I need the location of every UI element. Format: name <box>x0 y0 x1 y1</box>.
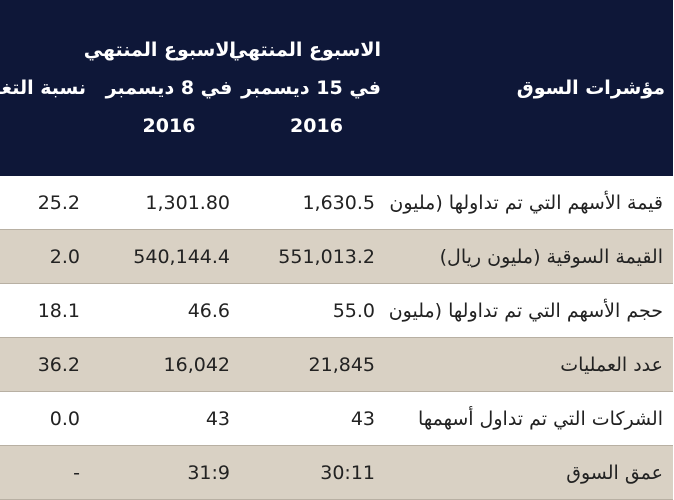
table-row: القيمة السوقية (مليون ريال) 551,013.2 540,… <box>0 229 674 284</box>
value-cell: 21,845 <box>245 337 390 392</box>
value-cell: 43 <box>95 391 245 446</box>
value-cell: 25.2 <box>0 176 95 230</box>
table-row: قيمة الأسهم التي تم تداولها (مليون ريال)… <box>0 176 674 230</box>
header-line: 2016 <box>291 115 344 137</box>
header-line: الاسبوع المنتهي <box>229 39 382 61</box>
value-cell: - <box>0 445 95 500</box>
value-cell: 1,630.5 <box>245 176 390 230</box>
value-cell: 0.0 <box>0 391 95 446</box>
value-cell: 2.0 <box>0 229 95 284</box>
table-row: عمق السوق 30:11 31:9- <box>0 445 674 500</box>
value-cell: 30:11 <box>245 445 390 500</box>
header-cell: الاسبوع المنتهي في 8 ديسمبر 2016 <box>84 0 245 176</box>
indicator-cell: عدد العمليات <box>390 337 674 392</box>
header-row: مؤشرات السوق الاسبوع المنتهي في 15 ديسمبر 2… <box>0 0 674 176</box>
value-cell: 46.6 <box>95 283 245 338</box>
value-cell: 55.0 <box>245 283 390 338</box>
value-cell: 36.2 <box>0 337 95 392</box>
value-cell: 43 <box>245 391 390 446</box>
value-cell: 16,042 <box>95 337 245 392</box>
indicator-cell: عمق السوق <box>390 445 674 500</box>
value-cell: 18.1 <box>0 283 95 338</box>
header-cell: الاسبوع المنتهي في 15 ديسمبر 2016 <box>229 0 390 176</box>
table-body: قيمة الأسهم التي تم تداولها (مليون ريال)… <box>0 176 674 500</box>
value-cell: 1,301.80 <box>95 176 245 230</box>
indicator-cell: القيمة السوقية (مليون ريال) <box>390 229 674 284</box>
header-line: في 8 ديسمبر <box>106 77 234 99</box>
table-header: مؤشرات السوق الاسبوع المنتهي في 15 ديسمبر 2… <box>0 0 674 176</box>
header-cell: نسبة التغيير <box>0 0 95 176</box>
header-line: الاسبوع المنتهي <box>84 39 237 61</box>
table-row: حجم الأسهم التي تم تداولها (مليون) 55.0 46… <box>0 283 674 338</box>
header-line: نسبة التغيير <box>0 77 87 99</box>
table-row: عدد العمليات 21,845 16,042 36.2 <box>0 337 674 392</box>
header-line: مؤشرات السوق <box>517 77 666 99</box>
header-cell: مؤشرات السوق <box>390 0 674 176</box>
indicator-cell: حجم الأسهم التي تم تداولها (مليون) <box>390 283 674 338</box>
indicator-cell: قيمة الأسهم التي تم تداولها (مليون ريال) <box>390 176 674 230</box>
header-line: 2016 <box>143 115 197 137</box>
indicator-cell: الشركات التي تم تداول أسهمها <box>390 391 674 446</box>
value-cell: 31:9 <box>95 445 245 500</box>
header-line: في 15 ديسمبر <box>242 77 382 99</box>
value-cell: 551,013.2 <box>245 229 390 284</box>
table-row: الشركات التي تم تداول أسهمها 43 43 0.0 <box>0 391 674 446</box>
value-cell: 540,144.4 <box>95 229 245 284</box>
